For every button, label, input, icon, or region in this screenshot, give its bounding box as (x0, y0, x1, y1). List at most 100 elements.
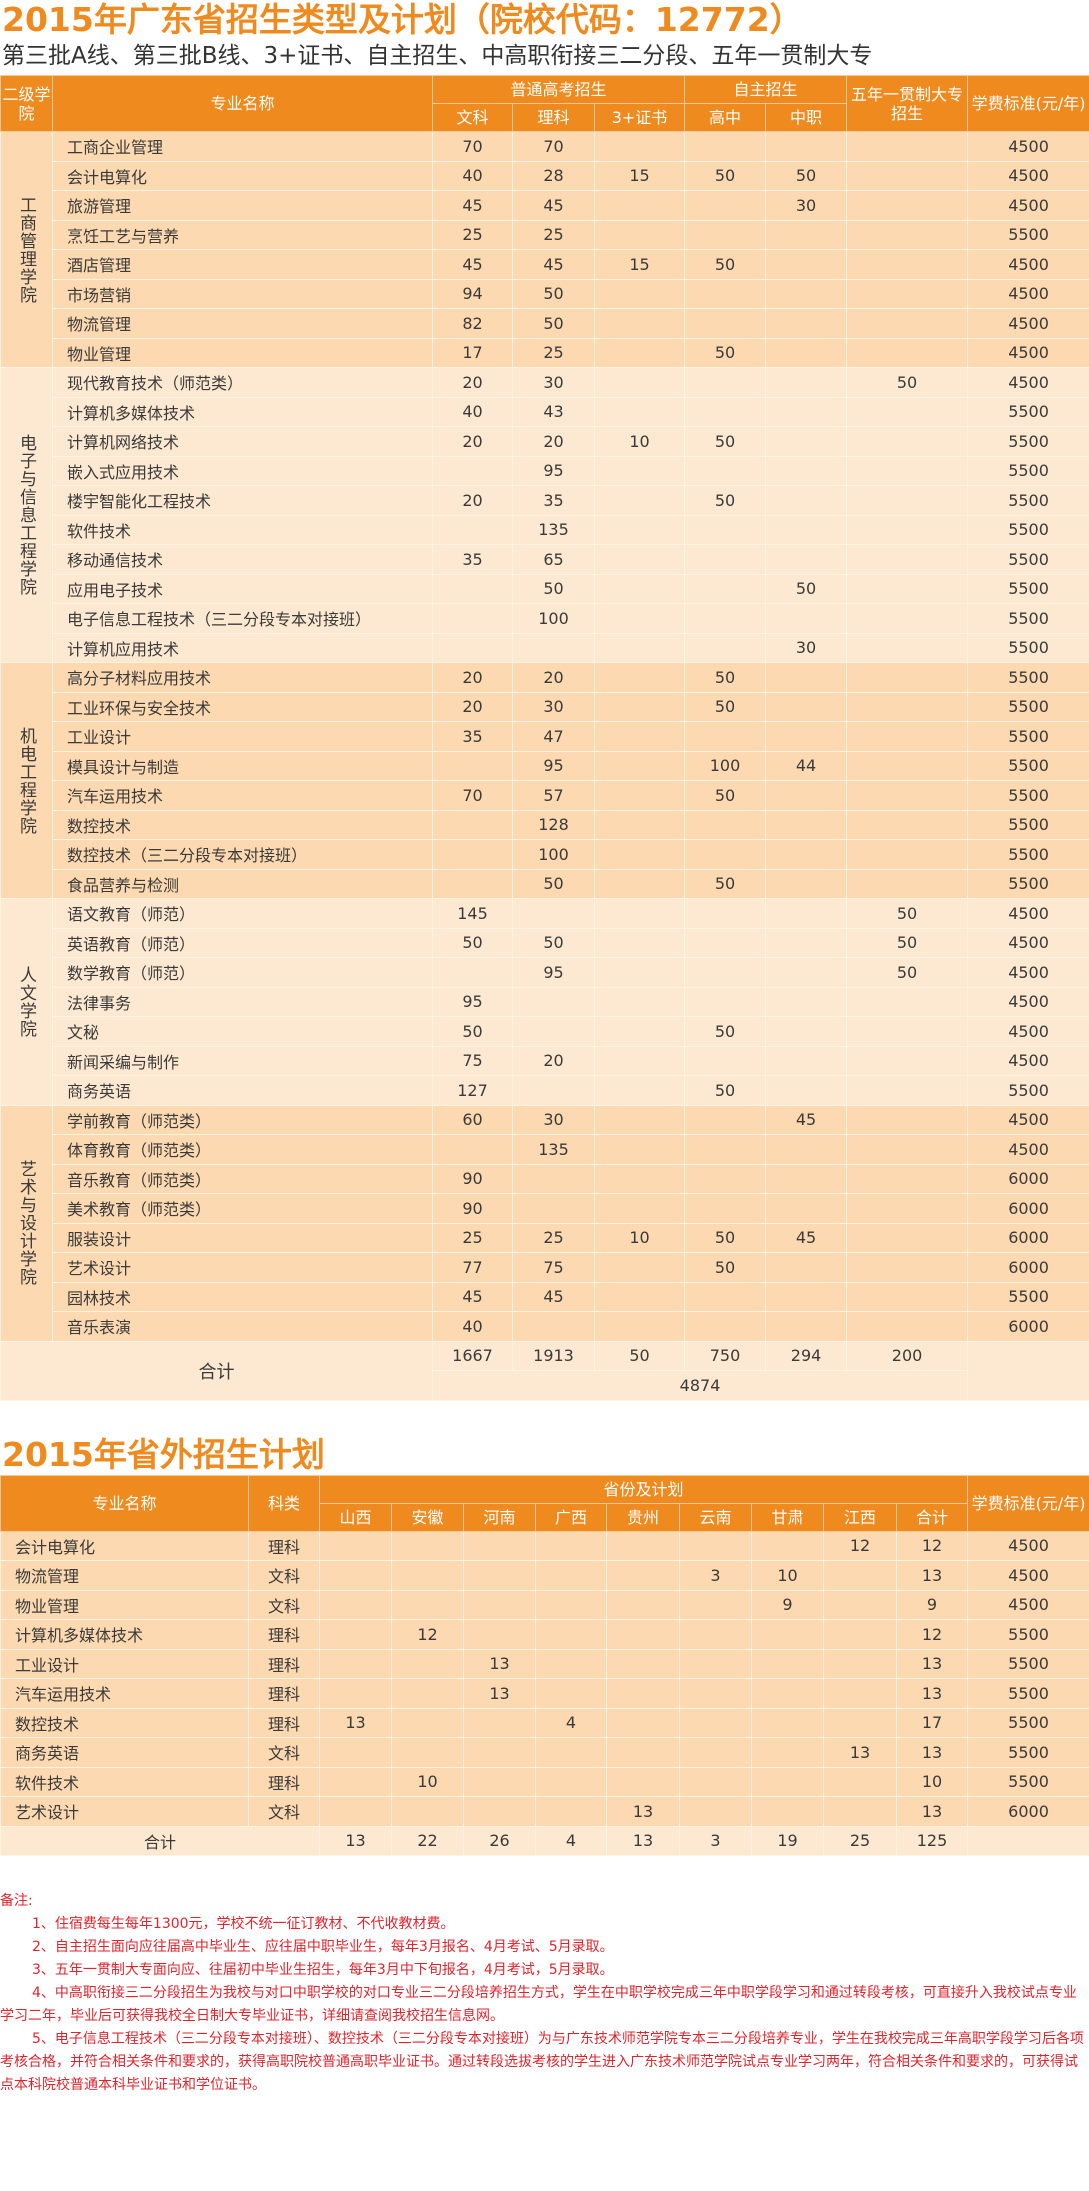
cell-fee: 4500 (967, 1560, 1089, 1591)
cell-like: 70 (512, 131, 595, 162)
cell-like: 50 (512, 868, 595, 899)
cell-fee: 5500 (967, 868, 1089, 899)
table-row: 计算机网络技术 20 20 10 50 5500 (1, 426, 1089, 457)
cell-zhongzhi (765, 426, 848, 457)
cell-fee: 5500 (967, 573, 1089, 604)
table-row: 艺术与设计学院 学前教育（师范类） 60 30 45 4500 (0, 1104, 1089, 1342)
table-row: 工商管理学院 工商企业管理 70 70 4500 (0, 131, 1089, 368)
cell-five-year (846, 308, 969, 339)
cell-major: 计算机多媒体技术 (52, 396, 433, 427)
cell-cert (593, 1134, 686, 1165)
cell-major: 新闻采编与制作 (52, 1045, 433, 1076)
cell-cert (593, 750, 686, 781)
cell-like: 45 (512, 1281, 595, 1312)
cell-province-count (751, 1619, 824, 1650)
table-row: 商务英语 127 50 5500 (1, 1075, 1089, 1106)
cell-province-count (535, 1678, 607, 1709)
cell-province-count (319, 1678, 392, 1709)
cell-five-year (846, 603, 969, 634)
cell-major: 物业管理 (52, 337, 433, 368)
total-gaozhong: 750 (684, 1340, 767, 1371)
cell-zhongzhi: 45 (765, 1104, 848, 1135)
cell-major: 商务英语 (0, 1737, 249, 1768)
out-of-province-plan-table: 专业名称 科类 省份及计划 学费标准(元/年) 山西 安徽 河南 广西 贵州 云南 甘肃 江西… (0, 1474, 1089, 1857)
cell-gaozhong (684, 927, 767, 958)
cell-cert (593, 219, 686, 250)
guangdong-plan-table: 二级学院 专业名称 普通高考招生 自主招生 五年一贯制大专招生 学费标准(元/年… (0, 75, 1089, 1401)
cell-fee: 4500 (967, 927, 1089, 958)
cell-five-year (846, 485, 969, 516)
total-province-count: 13 (319, 1825, 392, 1856)
cell-like: 20 (512, 1045, 595, 1076)
cell-province-count: 9 (895, 1589, 969, 1620)
cell-zhongzhi (765, 278, 848, 309)
cell-wenke: 145 (432, 898, 513, 929)
cell-major: 应用电子技术 (52, 573, 433, 604)
cell-major: 工业环保与安全技术 (52, 691, 433, 722)
cell-five-year (846, 514, 969, 545)
cell-cert (593, 455, 686, 486)
table-row: 计算机多媒体技术 40 43 5500 (1, 396, 1089, 427)
cell-fee: 4500 (967, 249, 1089, 280)
cell-five-year (846, 1104, 969, 1135)
cell-province-count: 12 (391, 1619, 464, 1650)
cell-major: 楼宇智能化工程技术 (52, 485, 433, 516)
cell-province-count (606, 1648, 680, 1679)
cell-gaozhong (684, 573, 767, 604)
cell-fee: 5500 (967, 1737, 1089, 1768)
cell-cert (593, 1016, 686, 1047)
cell-gaozhong (684, 603, 767, 634)
cell-gaozhong: 50 (684, 485, 767, 516)
cell-cert (593, 898, 686, 929)
cell-cert (593, 337, 686, 368)
cell-wenke: 40 (432, 160, 513, 191)
cell-province-count (751, 1707, 824, 1738)
total-zhongzhi: 294 (765, 1340, 848, 1371)
cell-major: 服装设计 (52, 1222, 433, 1253)
cell-cert (593, 927, 686, 958)
cell-like (512, 1193, 595, 1224)
cell-major: 园林技术 (52, 1281, 433, 1312)
cell-province-count (751, 1796, 824, 1827)
cell-province-count (751, 1678, 824, 1709)
table-row: 应用电子技术 50 50 5500 (1, 573, 1089, 604)
cell-like: 28 (512, 160, 595, 191)
cell-zhongzhi (765, 1252, 848, 1283)
cell-wenke: 20 (432, 485, 513, 516)
header-province: 贵州 (606, 1502, 680, 1532)
cell-province-count (535, 1648, 607, 1679)
cell-cert (593, 691, 686, 722)
cell-province-count: 13 (895, 1678, 969, 1709)
cell-major: 工商企业管理 (52, 131, 433, 162)
cell-fee: 5500 (967, 1281, 1089, 1312)
cell-gaozhong: 50 (684, 337, 767, 368)
cell-five-year (846, 1045, 969, 1076)
cell-fee: 5500 (967, 839, 1089, 870)
cell-zhongzhi (765, 868, 848, 899)
college-name: 机电工程学院 (0, 662, 53, 899)
cell-province-count (679, 1530, 752, 1561)
cell-fee: 5500 (967, 544, 1089, 575)
cell-five-year (846, 809, 969, 840)
cell-wenke: 94 (432, 278, 513, 309)
cell-fee: 4500 (967, 1016, 1089, 1047)
cell-five-year (846, 1252, 969, 1283)
cell-major: 高分子材料应用技术 (52, 662, 433, 693)
cell-major: 工业设计 (0, 1648, 249, 1679)
cell-gaozhong: 50 (684, 1222, 767, 1253)
cell-cert: 10 (593, 1222, 686, 1253)
cell-gaozhong (684, 809, 767, 840)
cell-type: 理科 (248, 1678, 320, 1709)
cell-gaozhong: 50 (684, 691, 767, 722)
cell-province-count (391, 1648, 464, 1679)
header-province: 云南 (679, 1502, 752, 1532)
cell-gaozhong: 100 (684, 750, 767, 781)
cell-fee: 5500 (967, 809, 1089, 840)
cell-wenke (432, 839, 513, 870)
cell-province-count (391, 1530, 464, 1561)
cell-zhongzhi (765, 1016, 848, 1047)
cell-wenke: 20 (432, 426, 513, 457)
cell-gaozhong: 50 (684, 426, 767, 457)
header-zizhu: 自主招生 (684, 75, 848, 104)
cell-gaozhong (684, 1163, 767, 1194)
